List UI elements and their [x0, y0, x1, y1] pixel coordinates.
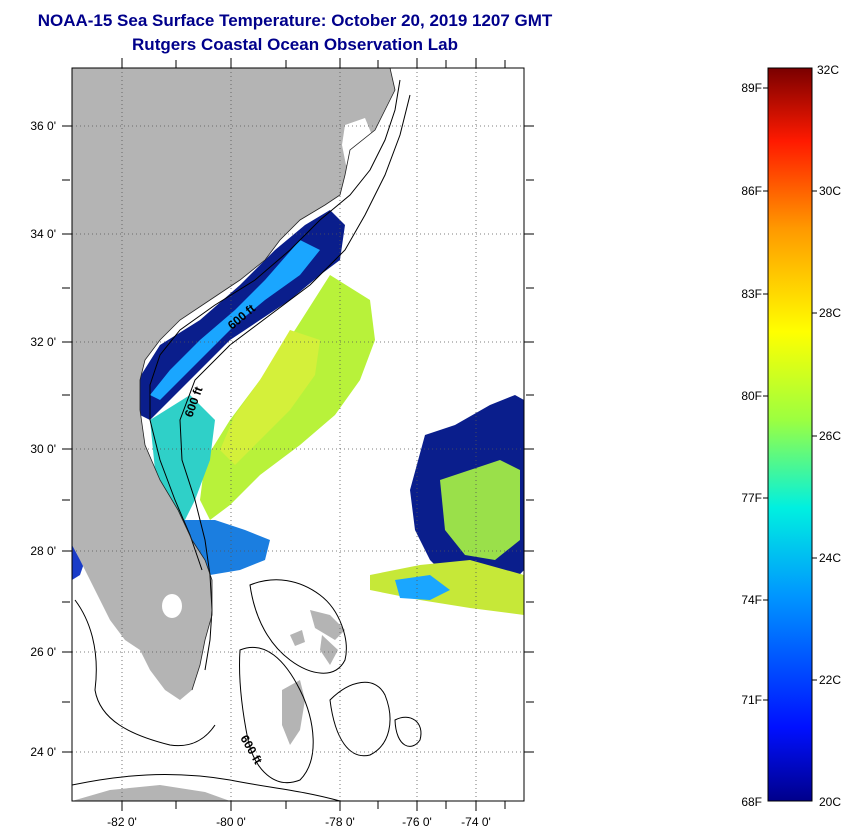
land-grand-bahama [310, 610, 345, 640]
land-small-cay [290, 630, 305, 646]
lat-label-32: 32 0' [30, 335, 56, 349]
lat-label-28: 28 0' [30, 544, 56, 558]
lon-label-76: -76 0' [402, 815, 432, 829]
land-southeast-us [72, 68, 395, 700]
isobath-shallow-shelf [149, 79, 401, 571]
lon-label-80: -80 0' [216, 815, 246, 829]
sst-data [72, 210, 524, 615]
sst-patch-bahamas-blue [395, 575, 450, 600]
bathymetry-contours [72, 79, 422, 801]
title-line-2: Rutgers Coastal Ocean Observation Lab [132, 35, 458, 54]
sst-patch-far-east-warm [440, 460, 520, 560]
lat-label-36: 36 0' [30, 119, 56, 133]
land-andros [282, 680, 305, 745]
isobath-bahamas-d [394, 716, 422, 747]
lon-label-74: -74 0' [461, 815, 491, 829]
isobath-bahamas-c [329, 681, 391, 757]
lat-label-24: 24 0' [30, 745, 56, 759]
lake-okeechobee [162, 594, 182, 618]
isobath-bahamas-b [238, 646, 314, 784]
axis-ticks [62, 58, 534, 811]
isobath-600ft-shelf [179, 94, 411, 671]
lat-label-34: 34 0' [30, 227, 56, 241]
lat-label-30: 30 0' [30, 442, 56, 456]
isobath-west-florida [74, 599, 216, 747]
coastline [139, 68, 396, 691]
map-frame [71, 67, 525, 802]
isobath-bahamas-a [249, 579, 347, 674]
graticule [72, 68, 524, 801]
lat-label-26: 26 0' [30, 645, 56, 659]
sst-patch-mid-band [150, 240, 320, 400]
land-cuba [72, 785, 230, 801]
isobath-cuba-coast [72, 774, 341, 801]
title-line-1: NOAA-15 Sea Surface Temperature: October… [37, 11, 553, 30]
lon-label-78: -78 0' [325, 815, 355, 829]
sst-patch-warm-mid [220, 330, 320, 465]
sst-patch-bottom-strip [370, 560, 524, 615]
map-content: 600 ft 600 ft 600 ft [72, 68, 524, 801]
coastline-atlantic [139, 68, 396, 691]
lon-label-82: -82 0' [107, 815, 137, 829]
land-abaco [320, 635, 338, 665]
